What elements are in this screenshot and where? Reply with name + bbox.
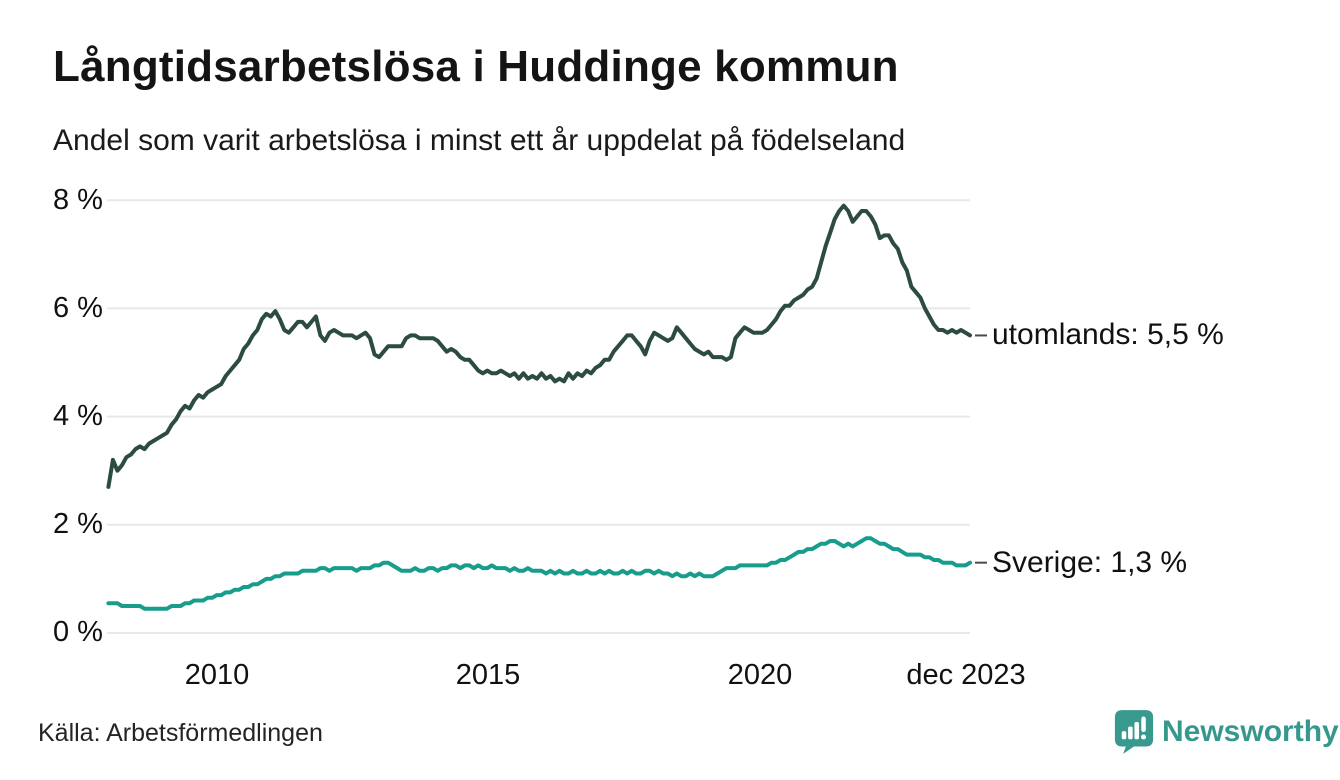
x-tick-label: dec 2023 <box>906 659 1026 691</box>
series-label-sverige: Sverige: 1,3 % <box>992 546 1188 579</box>
y-tick-label: 2 % <box>53 508 103 540</box>
page-title: Långtidsarbetslösa i Huddinge kommun <box>53 42 899 91</box>
series-line-Sverige <box>106 536 972 611</box>
y-tick-label: 8 % <box>53 184 103 216</box>
x-tick-label: 2015 <box>455 659 521 691</box>
source-note: Källa: Arbetsförmedlingen <box>38 719 323 747</box>
newsworthy-bubble-icon <box>1114 710 1154 754</box>
newsworthy-wordmark: Newsworthy <box>1162 715 1339 748</box>
x-tick-label: 2010 <box>184 659 250 691</box>
series-label-utomlands: utomlands: 5,5 % <box>992 318 1224 351</box>
x-tick-label: 2020 <box>727 659 793 691</box>
series-line-utomlands <box>106 203 972 489</box>
y-tick-label: 6 % <box>53 292 103 324</box>
y-tick-label: 0 % <box>53 616 103 648</box>
page-subtitle: Andel som varit arbetslösa i minst ett å… <box>53 124 906 157</box>
newsworthy-logo[interactable]: Newsworthy <box>1114 709 1339 755</box>
y-tick-label: 4 % <box>53 400 103 432</box>
